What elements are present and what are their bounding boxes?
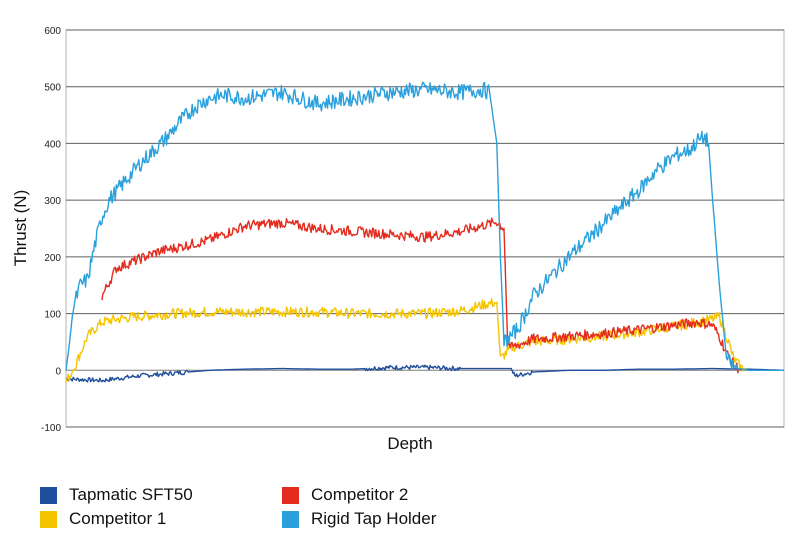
series-line-tapmatic-sft50 [65, 364, 784, 383]
legend-swatch-competitor-1 [40, 510, 57, 528]
legend-item-rigid-tap-holder: Rigid Tap Holder [282, 508, 436, 530]
y-tick-label: -100 [41, 423, 61, 434]
y-tick-label: 300 [44, 196, 61, 207]
legend: Tapmatic SFT50 Competitor 1 Competitor 2… [40, 484, 560, 534]
series-lines [65, 81, 784, 383]
thrust-chart: 600 500 400 300 200 100 0 -100 Thrust (N) Depth [11, 26, 785, 453]
legend-swatch-rigid-tap-holder [282, 510, 299, 528]
y-tick-label: 0 [55, 366, 61, 377]
y-tick-label: 400 [44, 139, 61, 150]
legend-label-competitor-1: Competitor 1 [69, 509, 167, 528]
y-tick-labels: 600 500 400 300 200 100 0 -100 [41, 26, 61, 434]
x-axis-label: Depth [387, 434, 432, 453]
y-tick-label: 600 [44, 26, 61, 37]
legend-label-tapmatic: Tapmatic SFT50 [69, 485, 193, 504]
y-axis-label: Thrust (N) [11, 190, 30, 267]
legend-label-competitor-2: Competitor 2 [311, 485, 409, 504]
legend-item-competitor-2: Competitor 2 [282, 484, 408, 506]
legend-label-rigid-tap-holder: Rigid Tap Holder [311, 509, 437, 528]
plot-area [65, 29, 785, 428]
y-tick-label: 200 [44, 253, 61, 264]
series-line-competitor-2 [101, 217, 742, 374]
legend-swatch-tapmatic [40, 486, 57, 504]
legend-item-tapmatic: Tapmatic SFT50 [40, 484, 193, 506]
legend-item-competitor-1: Competitor 1 [40, 508, 166, 530]
y-tick-label: 500 [44, 83, 61, 94]
y-tick-label: 100 [44, 310, 61, 321]
series-line-rigid-tap-holder [65, 81, 784, 371]
legend-swatch-competitor-2 [282, 486, 299, 504]
